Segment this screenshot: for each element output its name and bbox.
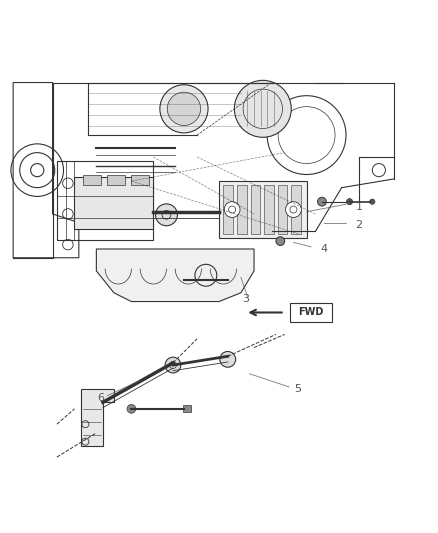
FancyBboxPatch shape [251,185,260,233]
Circle shape [318,197,326,206]
FancyBboxPatch shape [223,185,233,233]
FancyBboxPatch shape [278,185,287,233]
Circle shape [165,357,181,373]
FancyBboxPatch shape [219,181,307,238]
Text: FWD: FWD [298,308,324,318]
Circle shape [167,92,201,125]
Circle shape [276,237,285,246]
Text: 5: 5 [294,384,301,394]
Text: 4: 4 [321,244,328,254]
Circle shape [234,80,291,138]
FancyBboxPatch shape [183,405,191,413]
Circle shape [224,201,240,217]
FancyBboxPatch shape [131,174,149,185]
Polygon shape [81,389,114,446]
Text: 6: 6 [97,393,104,403]
Circle shape [286,201,301,217]
FancyBboxPatch shape [290,303,332,322]
Circle shape [220,351,236,367]
Circle shape [346,199,353,205]
Text: 2: 2 [356,220,363,230]
Circle shape [160,85,208,133]
Circle shape [370,199,375,204]
Circle shape [127,405,136,413]
FancyBboxPatch shape [83,174,101,185]
FancyBboxPatch shape [107,174,125,185]
FancyBboxPatch shape [291,185,301,233]
Text: 3: 3 [242,294,249,304]
FancyBboxPatch shape [74,177,153,229]
Polygon shape [96,249,254,302]
FancyBboxPatch shape [237,185,247,233]
Circle shape [155,204,177,226]
Text: 1: 1 [356,203,363,212]
FancyBboxPatch shape [264,185,274,233]
